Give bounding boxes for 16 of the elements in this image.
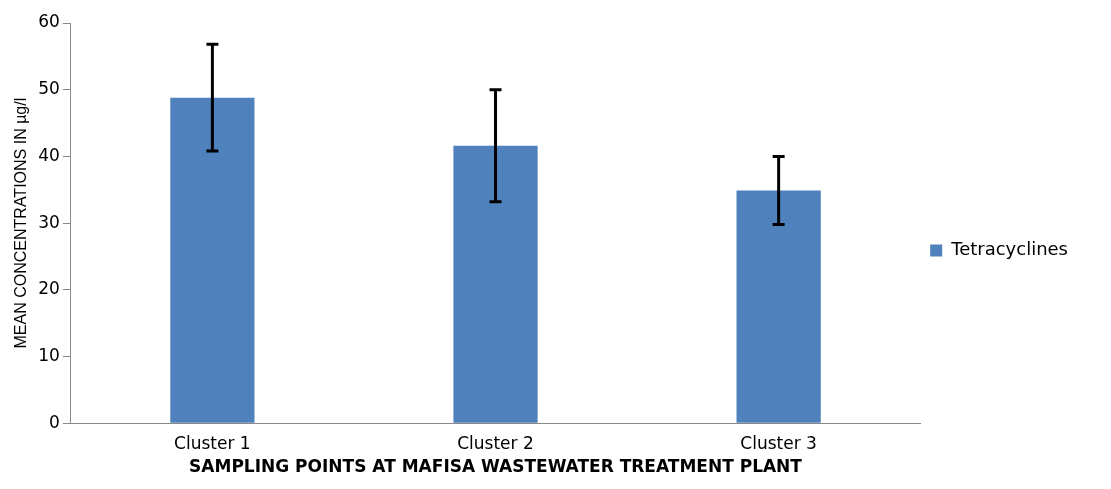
bar	[453, 145, 538, 423]
x-tick-label: Cluster 2	[457, 432, 534, 453]
y-tick-label: 0	[49, 411, 60, 432]
x-tick-label: Cluster 1	[174, 432, 251, 453]
y-tick-label: 50	[38, 78, 60, 99]
y-tick-label: 30	[38, 211, 60, 232]
y-axis-title: MEAN CONCENTRATIONS IN µg/l	[12, 97, 30, 349]
y-tick-label: 40	[38, 144, 60, 165]
bar	[170, 97, 255, 423]
y-tick-label: 60	[38, 11, 60, 32]
y-tick-label: 10	[38, 344, 60, 365]
bar	[736, 190, 821, 423]
x-tick-label: Cluster 3	[740, 432, 817, 453]
legend-label: Tetracyclines	[950, 238, 1069, 260]
y-tick-label: 20	[38, 278, 60, 299]
x-axis-title: SAMPLING POINTS AT MAFISA WASTEWATER TREATMENT PLANT	[189, 456, 803, 477]
